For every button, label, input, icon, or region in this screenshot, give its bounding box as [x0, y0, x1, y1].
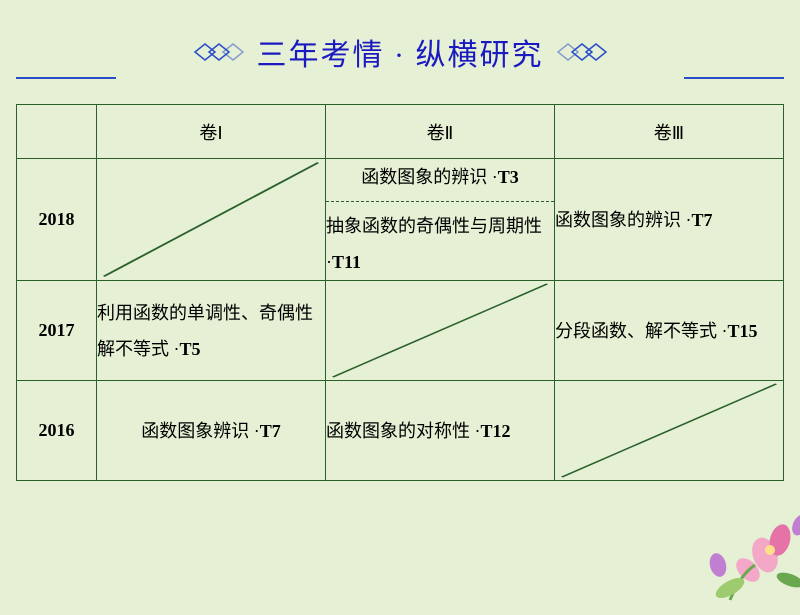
- content-cell: 分段函数、解不等式 ·T15: [555, 281, 784, 381]
- year-cell: 2016: [17, 381, 97, 481]
- cell-text: 函数图象的辨识 ·: [555, 210, 692, 230]
- diagonal-icon: [97, 159, 325, 280]
- content-cell: 函数图象的辨识 ·T3 抽象函数的奇偶性与周期性 ·T11: [326, 159, 555, 281]
- table-header-row: 卷Ⅰ 卷Ⅱ 卷Ⅲ: [17, 105, 784, 159]
- diagonal-icon: [555, 381, 783, 480]
- table-row: 2017 利用函数的单调性、奇偶性解不等式 ·T5 分段函数、解不等式 ·T15: [17, 281, 784, 381]
- cell-text: 利用函数的单调性、奇偶性解不等式 ·: [97, 303, 313, 359]
- content-cell: 利用函数的单调性、奇偶性解不等式 ·T5: [97, 281, 326, 381]
- t-number: T7: [260, 421, 281, 441]
- ornament-left-icon: [189, 39, 245, 65]
- year-cell: 2018: [17, 159, 97, 281]
- cell-text: 函数图象的辨识 ·: [361, 167, 498, 187]
- content-cell: 函数图象辨识 ·T7: [97, 381, 326, 481]
- exam-table: 卷Ⅰ 卷Ⅱ 卷Ⅲ 2018 函数图象的辨识 ·T3 抽象函数的奇偶性与周期性 ·…: [16, 104, 784, 481]
- year-cell: 2017: [17, 281, 97, 381]
- header-col3: 卷Ⅲ: [555, 105, 784, 159]
- header-blank: [17, 105, 97, 159]
- t-number: T7: [692, 210, 713, 230]
- t-number: T5: [180, 339, 201, 359]
- title-row: 三年考情 · 纵横研究: [0, 0, 800, 84]
- empty-cell: [555, 381, 784, 481]
- cell-text: 函数图象辨识 ·: [141, 421, 260, 441]
- content-cell: 函数图象的辨识 ·T7: [555, 159, 784, 281]
- cell-text: 函数图象的对称性 ·: [326, 421, 481, 441]
- header-col2: 卷Ⅱ: [326, 105, 555, 159]
- dash-divider: [326, 201, 554, 202]
- cell-text: 分段函数、解不等式 ·: [555, 321, 728, 341]
- title-rule-left: [16, 77, 116, 79]
- t-number: T3: [498, 167, 519, 187]
- empty-cell: [97, 159, 326, 281]
- t-number: T15: [728, 321, 758, 341]
- flower-decoration-icon: [670, 470, 800, 610]
- t-number: T12: [481, 421, 511, 441]
- table-row: 2016 函数图象辨识 ·T7 函数图象的对称性 ·T12: [17, 381, 784, 481]
- content-cell: 函数图象的对称性 ·T12: [326, 381, 555, 481]
- table-row: 2018 函数图象的辨识 ·T3 抽象函数的奇偶性与周期性 ·T11 函数图象的…: [17, 159, 784, 281]
- title-rule-right: [684, 77, 784, 79]
- empty-cell: [326, 281, 555, 381]
- header-col1: 卷Ⅰ: [97, 105, 326, 159]
- diagonal-icon: [326, 281, 554, 380]
- t-number: T11: [332, 252, 361, 272]
- ornament-right-icon: [556, 39, 612, 65]
- page-title: 三年考情 · 纵横研究: [257, 30, 544, 74]
